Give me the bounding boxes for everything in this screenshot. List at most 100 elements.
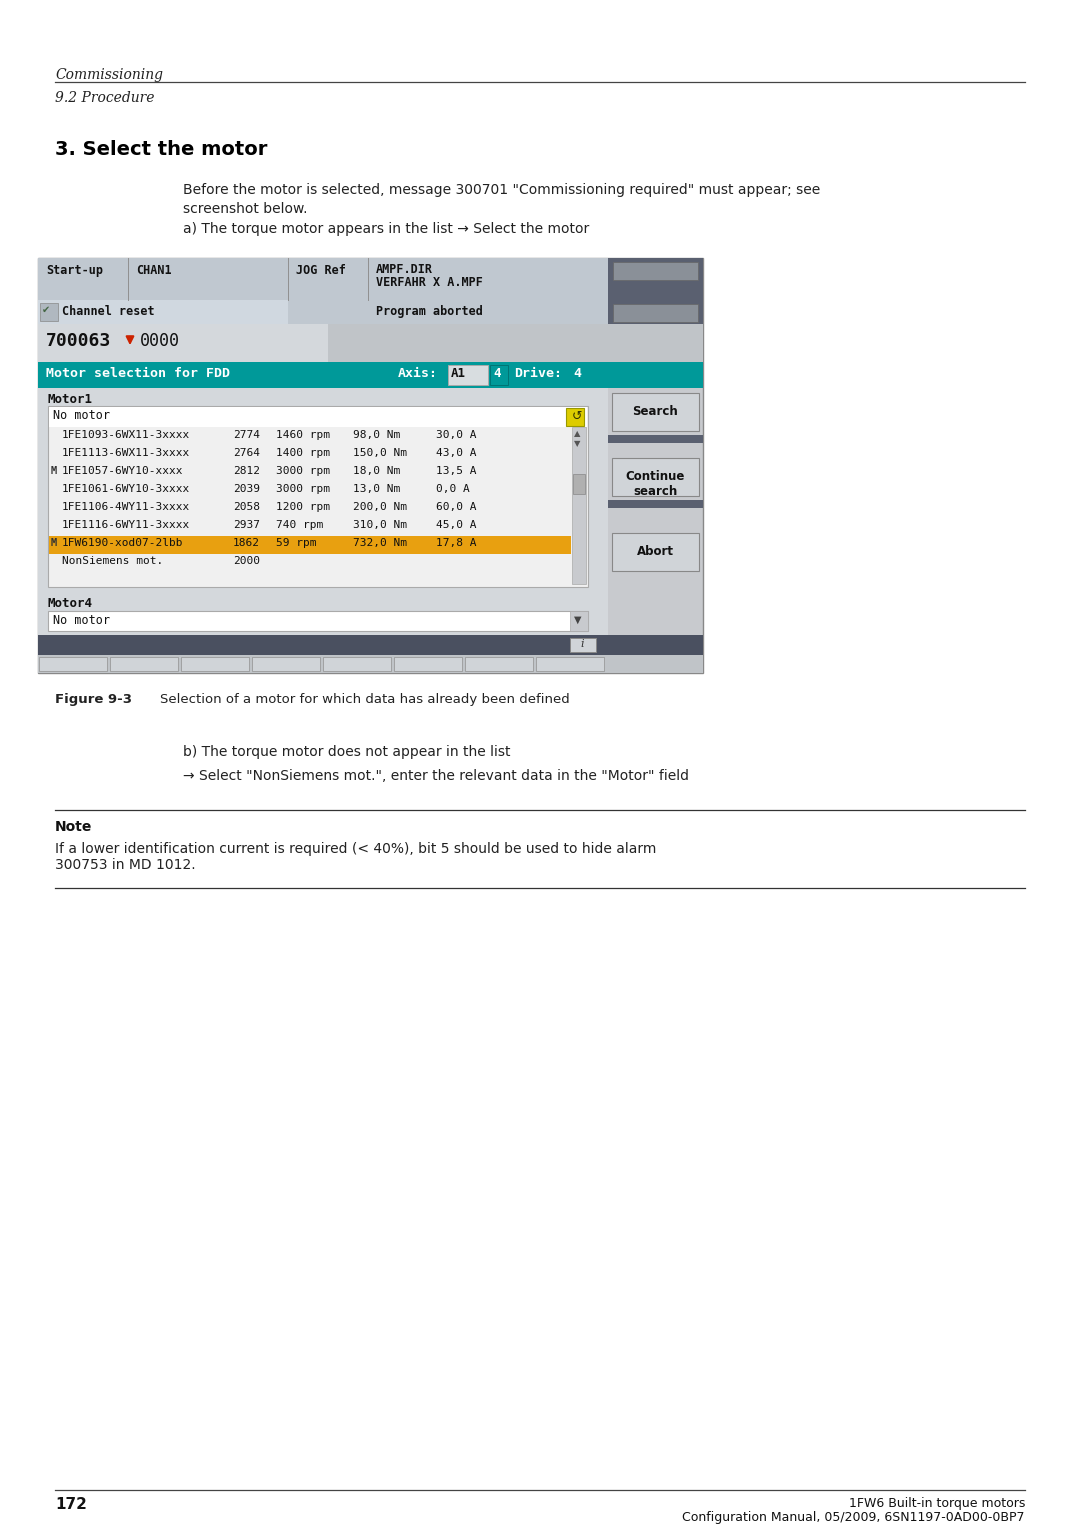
Text: NonSiemens mot.: NonSiemens mot. [62, 556, 163, 567]
Text: ▼: ▼ [573, 438, 581, 447]
Text: Motor4: Motor4 [48, 597, 93, 609]
Bar [490, 365, 508, 385]
Text: 98,0 Nm: 98,0 Nm [353, 431, 401, 440]
Text: 1FW6190-xod07-2lbb: 1FW6190-xod07-2lbb [62, 538, 184, 548]
Text: 1FE1106-4WY11-3xxxx: 1FE1106-4WY11-3xxxx [62, 502, 190, 512]
Text: 3000 rpm: 3000 rpm [276, 466, 330, 476]
Bar [252, 657, 320, 670]
Text: 0,0 A: 0,0 A [436, 484, 470, 495]
Bar [612, 458, 699, 496]
Text: M: M [51, 538, 57, 548]
Bar [608, 499, 703, 508]
Text: Program aborted: Program aborted [376, 305, 483, 318]
Text: 310,0 Nm: 310,0 Nm [353, 521, 407, 530]
Text: 1FE1093-6WX11-3xxxx: 1FE1093-6WX11-3xxxx [62, 431, 190, 440]
Text: 740 rpm: 740 rpm [276, 521, 323, 530]
Bar [38, 258, 608, 299]
Bar [608, 362, 703, 388]
Bar [38, 299, 288, 324]
Text: Axis:: Axis: [399, 366, 438, 380]
Text: If a lower identification current is required (< 40%), bit 5 should be used to h: If a lower identification current is req… [55, 841, 657, 872]
Text: ▲: ▲ [573, 429, 581, 438]
Text: 4: 4 [492, 366, 500, 380]
Bar [608, 324, 703, 362]
Text: 200,0 Nm: 200,0 Nm [353, 502, 407, 512]
Text: 1FE1061-6WY10-3xxxx: 1FE1061-6WY10-3xxxx [62, 484, 190, 495]
Text: 30,0 A: 30,0 A [436, 431, 476, 440]
Text: No motor: No motor [53, 409, 110, 421]
Text: M: M [51, 466, 57, 476]
Bar [608, 435, 703, 443]
Text: 13,5 A: 13,5 A [436, 466, 476, 476]
Text: 0000: 0000 [140, 331, 180, 350]
Bar [465, 657, 534, 670]
Text: No motor: No motor [53, 614, 110, 628]
Bar [48, 406, 588, 586]
Bar [328, 324, 608, 362]
Bar [110, 657, 178, 670]
Bar [536, 657, 604, 670]
Text: 1FE1116-6WY11-3xxxx: 1FE1116-6WY11-3xxxx [62, 521, 190, 530]
Bar [38, 388, 608, 592]
Text: VERFAHR X A.MPF: VERFAHR X A.MPF [376, 276, 483, 289]
Text: Continue
search: Continue search [625, 470, 685, 498]
Bar [48, 611, 588, 631]
Text: 150,0 Nm: 150,0 Nm [353, 447, 407, 458]
Text: 13,0 Nm: 13,0 Nm [353, 484, 401, 495]
Text: 1862: 1862 [233, 538, 260, 548]
Text: 1200 rpm: 1200 rpm [276, 502, 330, 512]
Bar [570, 638, 596, 652]
Text: AMPF.DIR: AMPF.DIR [376, 263, 433, 276]
Bar [38, 592, 608, 643]
Text: Channel reset: Channel reset [62, 305, 154, 318]
Bar [39, 657, 107, 670]
Bar [181, 657, 249, 670]
Bar [38, 324, 608, 362]
Bar [394, 657, 462, 670]
Text: ↺: ↺ [572, 411, 582, 423]
Text: Before the motor is selected, message 300701 "Commissioning required" must appea: Before the motor is selected, message 30… [183, 183, 820, 197]
Text: Motor1: Motor1 [48, 392, 93, 406]
Text: 1FE1057-6WY10-xxxx: 1FE1057-6WY10-xxxx [62, 466, 184, 476]
Text: CHAN1: CHAN1 [136, 264, 172, 276]
Text: Drive:: Drive: [514, 366, 562, 380]
Text: Start-up: Start-up [46, 264, 103, 276]
Bar [38, 655, 703, 673]
Text: 17,8 A: 17,8 A [436, 538, 476, 548]
Text: Abort: Abort [636, 545, 674, 557]
Text: 2000: 2000 [233, 556, 260, 567]
Text: 700063: 700063 [46, 331, 111, 350]
Bar [38, 635, 608, 655]
Text: 2764: 2764 [233, 447, 260, 458]
Text: 43,0 A: 43,0 A [436, 447, 476, 458]
Text: 59 rpm: 59 rpm [276, 538, 316, 548]
Text: 2039: 2039 [233, 484, 260, 495]
Text: ✔: ✔ [42, 305, 50, 315]
Bar [566, 408, 584, 426]
Text: 2058: 2058 [233, 502, 260, 512]
Bar [613, 304, 698, 322]
Text: Search: Search [632, 405, 678, 418]
Bar [572, 428, 586, 583]
Bar [38, 258, 703, 673]
Bar [323, 657, 391, 670]
Text: → Select "NonSiemens mot.", enter the relevant data in the "Motor" field: → Select "NonSiemens mot.", enter the re… [183, 770, 689, 783]
Text: 3. Select the motor: 3. Select the motor [55, 140, 268, 159]
Text: 45,0 A: 45,0 A [436, 521, 476, 530]
Text: b) The torque motor does not appear in the list: b) The torque motor does not appear in t… [183, 745, 511, 759]
Text: 1400 rpm: 1400 rpm [276, 447, 330, 458]
Text: 1FE1113-6WX11-3xxxx: 1FE1113-6WX11-3xxxx [62, 447, 190, 458]
Text: 1FW6 Built-in torque motors: 1FW6 Built-in torque motors [849, 1496, 1025, 1510]
Bar [612, 392, 699, 431]
Text: 2812: 2812 [233, 466, 260, 476]
Bar [573, 473, 585, 495]
Text: 2774: 2774 [233, 431, 260, 440]
Text: 60,0 A: 60,0 A [436, 502, 476, 512]
Text: 3000 rpm: 3000 rpm [276, 484, 330, 495]
Bar [38, 299, 608, 324]
Text: 1460 rpm: 1460 rpm [276, 431, 330, 440]
Bar [49, 408, 588, 428]
Text: JOG Ref: JOG Ref [296, 264, 346, 276]
Bar [570, 611, 588, 631]
Text: Selection of a motor for which data has already been defined: Selection of a motor for which data has … [160, 693, 570, 705]
